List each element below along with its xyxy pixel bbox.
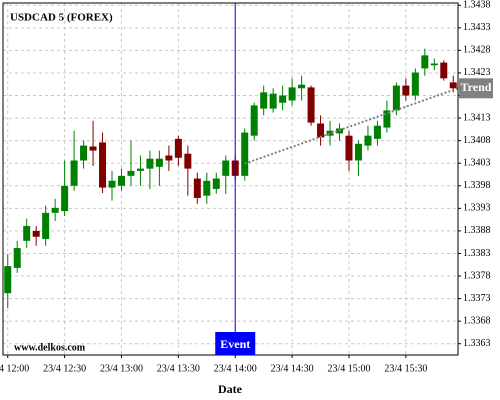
candle-body [80,145,88,161]
candle-body [317,123,325,138]
candle-body [184,153,192,169]
candle-body [23,225,31,241]
candle-body [279,95,287,103]
candle-body [51,207,59,213]
x-axis-label: Date [218,382,243,396]
candle-body [155,158,163,167]
x-tick-label: 23/4 12:00 [0,363,29,374]
candle-body [326,130,334,136]
candle-body [222,160,230,176]
candle-body [61,185,69,212]
candle-body [127,170,135,176]
y-tick-label: 1.3438 [463,0,491,11]
x-tick-label: 23/4 15:30 [384,363,427,374]
y-tick-label: 1.3378 [463,270,491,281]
candle-body [241,132,249,176]
y-tick-label: 1.3383 [463,248,491,259]
candle-body [32,230,40,237]
x-tick-label: 23/4 15:00 [327,363,370,374]
y-tick-label: 1.3393 [463,203,491,214]
event-label-box [215,332,256,355]
candle-body [383,110,391,128]
y-tick-label: 1.3433 [463,22,491,33]
candle-body [392,85,400,111]
x-tick-label: 23/4 14:30 [271,363,314,374]
y-tick-label: 1.3423 [463,67,491,78]
x-tick-label: 23/4 12:30 [43,363,86,374]
candle-body [421,55,429,69]
trend-label-box [459,78,493,99]
candle-body [165,155,173,161]
y-tick-label: 1.3403 [463,158,491,169]
candle-body [250,105,258,136]
x-tick-label: 23/4 13:30 [157,363,200,374]
candle-body [269,93,277,109]
candle-body [430,63,438,66]
candle-body [260,92,268,109]
y-tick-label: 1.3428 [463,45,491,56]
candle-body [411,72,419,96]
chart-title: USDCAD 5 (FOREX) [10,12,113,24]
event-label: Event [220,337,250,351]
candle-body [288,87,296,101]
watermark: www.delkos.com [14,342,86,353]
candle-body [203,180,211,196]
candle-body [354,143,362,161]
candle-body [70,160,78,186]
candle-body [364,135,372,146]
candle-body [212,178,220,189]
candle-body [307,87,315,123]
candle-body [449,82,457,89]
candle-body [440,62,448,79]
trend-line [244,87,459,165]
candle-body [89,146,97,151]
candle-body [4,266,12,294]
x-tick-label: 23/4 13:00 [100,363,143,374]
candle-body [136,168,144,171]
candle-body [345,135,353,161]
y-tick-label: 1.3408 [463,135,491,146]
candle-body [146,158,154,169]
y-tick-label: 1.3413 [463,112,491,123]
y-tick-label: 1.3398 [463,180,491,191]
y-tick-label: 1.3363 [463,338,491,349]
candle-body [99,142,107,188]
y-tick-label: 1.3368 [463,315,491,326]
y-tick-label: 1.3388 [463,225,491,236]
candle-body [402,85,410,96]
candle-body [117,175,125,186]
candle-body [373,125,381,139]
candle-body [13,248,21,268]
candle-body [193,178,201,198]
y-tick-label: 1.3373 [463,293,491,304]
candle-body [42,212,50,240]
trend-label: Trend [461,80,492,94]
candle-body [298,84,306,89]
x-tick-label: 23/4 14:00 [214,363,257,374]
candle-body [174,138,182,158]
candle-body [108,180,116,188]
plot-area [4,48,459,309]
